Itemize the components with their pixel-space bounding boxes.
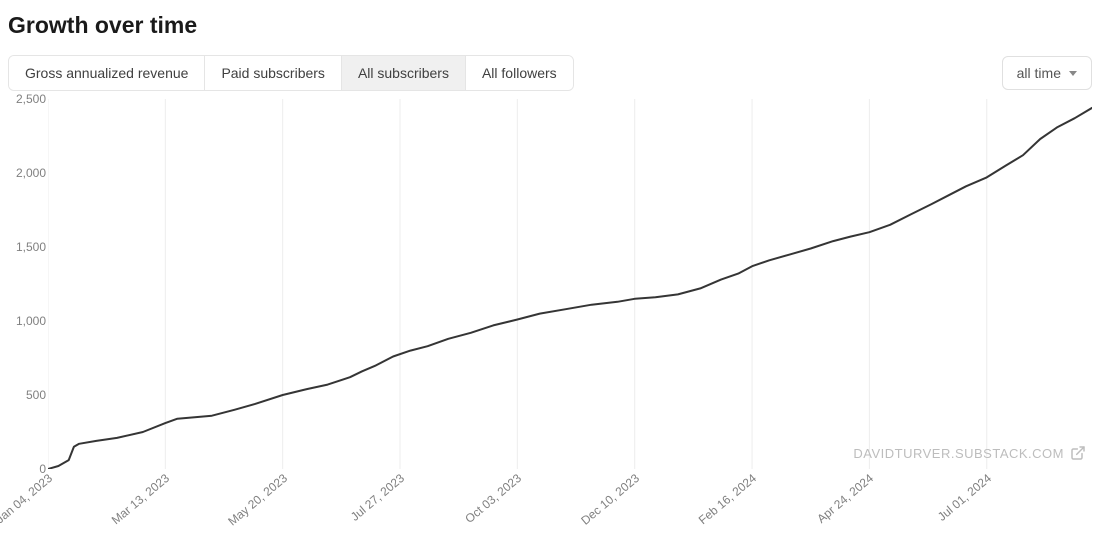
- x-tick: Mar 13, 2023: [109, 471, 172, 527]
- external-link-icon: [1070, 445, 1086, 461]
- series-line: [48, 108, 1092, 469]
- y-tick: 1,000: [16, 314, 46, 328]
- x-tick: Jul 27, 2023: [348, 471, 407, 524]
- tab-all-subscribers[interactable]: All subscribers: [342, 56, 466, 90]
- x-tick: Dec 10, 2023: [578, 471, 642, 528]
- y-tick: 2,500: [16, 92, 46, 106]
- growth-chart: 05001,0001,5002,0002,500 DAVIDTURVER.SUB…: [8, 99, 1092, 549]
- x-tick: Oct 03, 2023: [463, 471, 525, 526]
- chevron-down-icon: [1069, 71, 1077, 76]
- page-title: Growth over time: [8, 12, 1092, 39]
- x-axis: Jan 04, 2023Mar 13, 2023May 20, 2023Jul …: [48, 471, 1092, 541]
- y-tick: 500: [26, 388, 46, 402]
- y-tick: 1,500: [16, 240, 46, 254]
- metric-tabs: Gross annualized revenuePaid subscribers…: [8, 55, 574, 91]
- watermark-text: DAVIDTURVER.SUBSTACK.COM: [853, 446, 1064, 461]
- x-tick: May 20, 2023: [225, 471, 290, 528]
- y-tick: 2,000: [16, 166, 46, 180]
- y-axis: 05001,0001,5002,0002,500: [8, 99, 48, 469]
- time-range-select[interactable]: all time: [1002, 56, 1092, 90]
- watermark: DAVIDTURVER.SUBSTACK.COM: [853, 445, 1086, 461]
- x-tick: Jan 04, 2023: [0, 471, 55, 526]
- x-tick: Jul 01, 2024: [935, 471, 994, 524]
- tab-all-followers[interactable]: All followers: [466, 56, 573, 90]
- x-tick: Feb 16, 2024: [696, 471, 759, 527]
- x-tick: Apr 24, 2024: [815, 471, 877, 526]
- time-range-label: all time: [1017, 65, 1061, 81]
- plot-area: DAVIDTURVER.SUBSTACK.COM: [48, 99, 1092, 469]
- tab-paid-subscribers[interactable]: Paid subscribers: [205, 56, 342, 90]
- tab-gross-annualized-revenue[interactable]: Gross annualized revenue: [9, 56, 205, 90]
